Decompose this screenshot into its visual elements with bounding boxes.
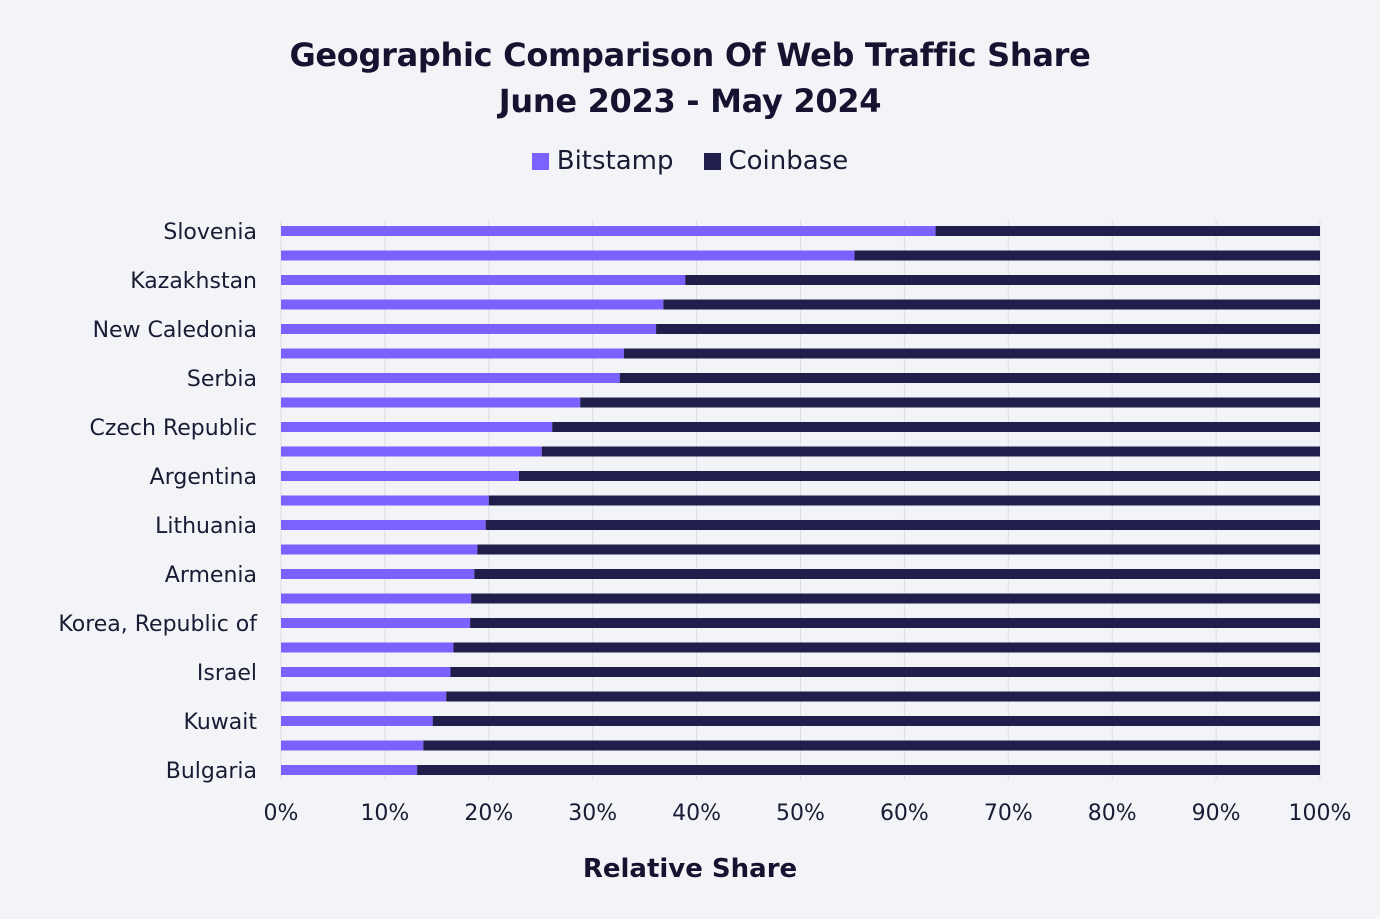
legend-item-bitstamp: Bitstamp: [531, 146, 674, 176]
y-tick-label: Czech Republic: [89, 416, 257, 441]
x-tick-label: 40%: [672, 801, 721, 826]
x-tick-label: 100%: [1289, 801, 1352, 826]
legend-swatch-bitstamp: [531, 152, 549, 170]
bar-coinbase-17: [453, 642, 1320, 653]
bar-bitstamp-1: [281, 250, 855, 261]
y-tick-label: Serbia: [187, 367, 257, 392]
bar-bitstamp-17: [281, 642, 454, 653]
bar-bitstamp-19: [281, 691, 447, 702]
legend: Bitstamp Coinbase: [0, 146, 1380, 176]
bar-bitstamp-21: [281, 740, 424, 751]
bar-coinbase-20: [432, 716, 1321, 726]
x-axis-label: Relative Share: [583, 854, 797, 884]
y-tick-label: Slovenia: [163, 220, 257, 245]
bar-bitstamp-9: [281, 446, 542, 457]
bar-coinbase-0: [935, 226, 1320, 236]
bar-bitstamp-11: [281, 495, 489, 506]
legend-swatch-coinbase: [703, 152, 721, 170]
x-tick-label: 90%: [1192, 801, 1241, 826]
legend-label-bitstamp: Bitstamp: [556, 146, 674, 176]
chart-title: Geographic Comparison Of Web Traffic Sha…: [289, 36, 1091, 74]
x-tick-label: 50%: [776, 801, 825, 826]
chart-subtitle: June 2023 - May 2024: [498, 82, 882, 120]
y-tick-label: Armenia: [165, 563, 257, 588]
legend-label-coinbase: Coinbase: [728, 146, 849, 176]
bar-coinbase-18: [450, 667, 1320, 677]
y-tick-label: Bulgaria: [166, 759, 257, 784]
bar-bitstamp-14: [281, 569, 475, 579]
bar-coinbase-22: [417, 765, 1320, 775]
y-tick-label: Israel: [197, 661, 257, 686]
bar-coinbase-10: [518, 471, 1320, 481]
bar-bitstamp-15: [281, 593, 472, 604]
bar-bitstamp-6: [281, 373, 620, 383]
x-tick-label: 0%: [264, 801, 299, 826]
x-tick-label: 80%: [1088, 801, 1137, 826]
bar-bitstamp-12: [281, 520, 486, 530]
bar-coinbase-5: [623, 348, 1320, 359]
bar-bitstamp-18: [281, 667, 451, 677]
legend-item-coinbase: Coinbase: [703, 146, 849, 176]
bar-coinbase-13: [477, 544, 1321, 555]
bar-coinbase-7: [580, 397, 1320, 408]
x-tick-label: 60%: [880, 801, 929, 826]
bar-bitstamp-13: [281, 544, 478, 555]
bar-bitstamp-5: [281, 348, 624, 359]
bar-coinbase-9: [541, 446, 1320, 457]
x-tick-label: 10%: [360, 801, 409, 826]
bar-coinbase-3: [663, 299, 1320, 310]
bar-coinbase-15: [471, 593, 1321, 604]
y-tick-label: Kuwait: [184, 710, 258, 735]
bar-bitstamp-22: [281, 765, 418, 775]
bar-coinbase-19: [446, 691, 1320, 702]
bar-bitstamp-7: [281, 397, 581, 408]
y-tick-label: Korea, Republic of: [58, 612, 258, 637]
bar-coinbase-8: [552, 422, 1320, 432]
bar-coinbase-2: [685, 275, 1320, 285]
bar-coinbase-11: [488, 495, 1320, 506]
bar-coinbase-4: [656, 324, 1320, 334]
x-tick-label: 20%: [464, 801, 513, 826]
bar-bitstamp-20: [281, 716, 433, 726]
bar-bitstamp-3: [281, 299, 664, 310]
bar-bitstamp-16: [281, 618, 471, 628]
bar-bitstamp-4: [281, 324, 657, 334]
y-tick-label: Lithuania: [155, 514, 257, 539]
bar-bitstamp-8: [281, 422, 553, 432]
x-tick-label: 70%: [984, 801, 1033, 826]
y-tick-label: New Caledonia: [93, 318, 257, 343]
x-tick-label: 30%: [568, 801, 617, 826]
y-tick-label: Argentina: [150, 465, 257, 490]
bar-bitstamp-10: [281, 471, 519, 481]
bar-coinbase-6: [619, 373, 1320, 383]
bar-coinbase-1: [854, 250, 1320, 261]
bar-bitstamp-0: [281, 226, 936, 236]
bar-coinbase-14: [474, 569, 1320, 579]
bar-bitstamp-2: [281, 275, 686, 285]
bar-coinbase-16: [470, 618, 1320, 628]
bar-coinbase-21: [423, 740, 1320, 751]
y-tick-label: Kazakhstan: [130, 269, 257, 294]
bar-coinbase-12: [485, 520, 1321, 530]
